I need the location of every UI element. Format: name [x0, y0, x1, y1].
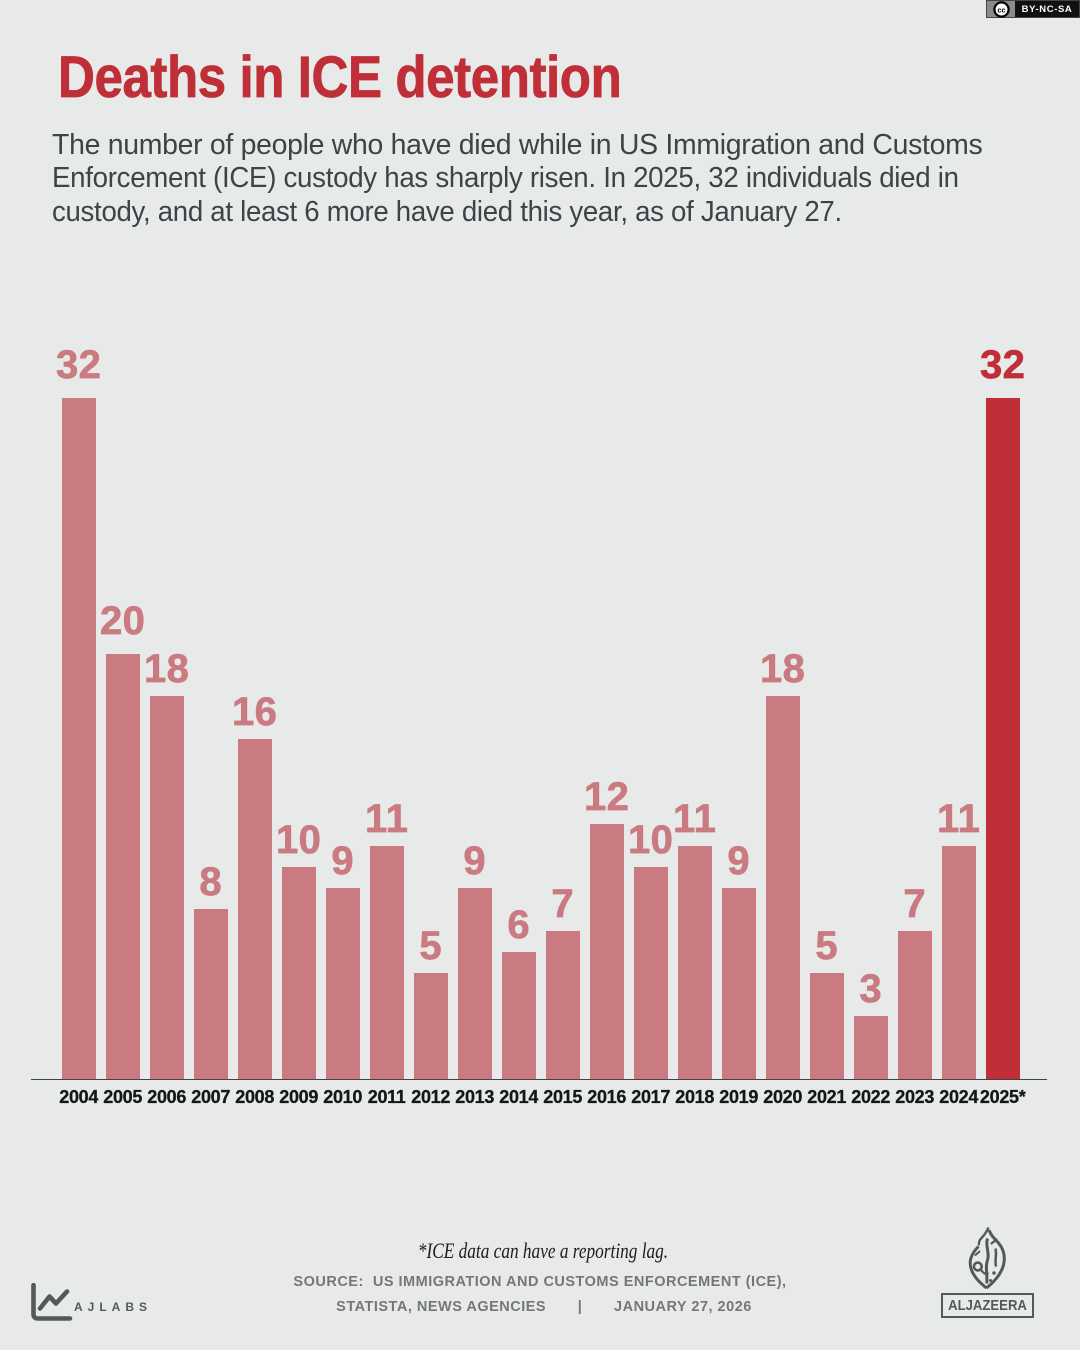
svg-text:cc: cc [997, 5, 1005, 14]
